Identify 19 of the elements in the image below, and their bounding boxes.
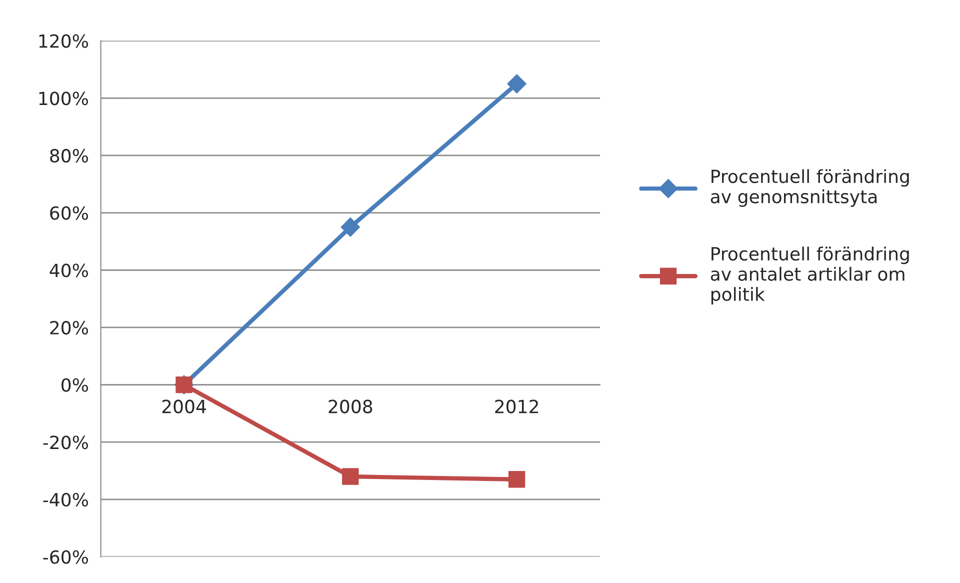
- y-tick-label: 40%: [50, 264, 88, 278]
- x-tick-label: 2004: [162, 400, 206, 414]
- point: [342, 468, 359, 485]
- legend-label: Procentuell förändring av antalet artiklar om politik: [710, 246, 909, 305]
- point: [508, 471, 526, 488]
- y-tick-label: 20%: [50, 320, 88, 335]
- y-tick-label: 80%: [50, 148, 88, 163]
- y-tick-label: -40%: [43, 492, 88, 507]
- y-tick-label: 120%: [39, 34, 88, 48]
- legend-label: Procentuell förändring av genomsnittsyta: [710, 169, 909, 207]
- x-tick-label: 2008: [328, 400, 372, 414]
- y-tick-label: 0%: [62, 378, 88, 392]
- y-tick-label: -60%: [43, 550, 88, 564]
- x-tick-label: 2012: [495, 400, 538, 414]
- y-tick-label: -20%: [43, 436, 88, 450]
- y-tick-label: 100%: [39, 92, 88, 106]
- point: [340, 218, 360, 237]
- y-tick-label: 60%: [50, 206, 88, 220]
- point: [507, 74, 526, 94]
